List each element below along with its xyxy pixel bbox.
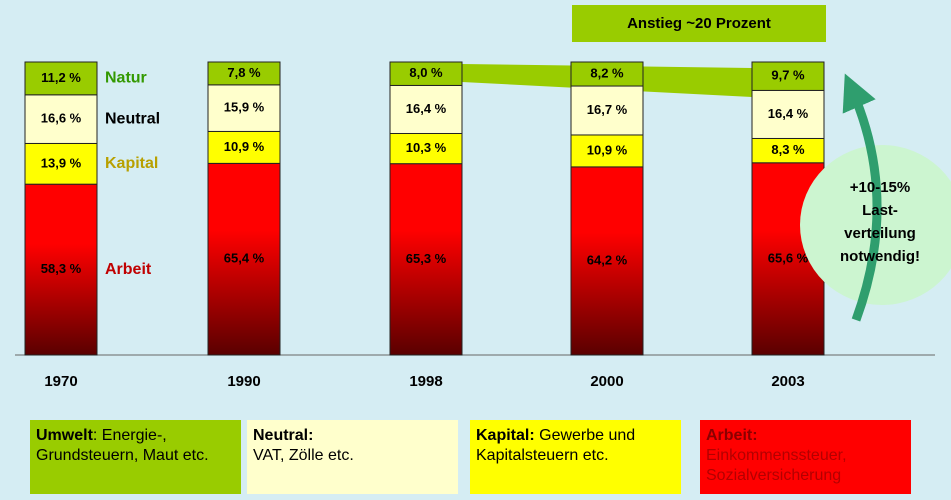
- bar-segment: [751, 61, 825, 91]
- bar-segment: [207, 130, 281, 164]
- bubble-line: Last-: [862, 202, 898, 219]
- bar-segment: [24, 61, 98, 96]
- bubble-line: +10-15%: [850, 179, 910, 196]
- value-label: 13,9 %: [41, 155, 82, 170]
- note-title: Umwelt: [36, 427, 93, 444]
- bar-segment: [751, 137, 825, 164]
- bar-segment: [207, 84, 281, 132]
- series-label: Neutral: [105, 110, 160, 127]
- bar-segment: [389, 132, 463, 165]
- bar-segment: [570, 166, 644, 356]
- value-label: 65,3 %: [406, 251, 447, 266]
- value-label: 16,6 %: [41, 111, 82, 126]
- value-label: 64,2 %: [587, 252, 628, 267]
- x-tick-label: 1970: [44, 373, 77, 390]
- bar-segment: [389, 61, 463, 86]
- x-tick-label: 1998: [409, 373, 442, 390]
- note-title: Neutral:: [253, 427, 314, 444]
- note-title: Kapital:: [476, 427, 535, 444]
- series-label: Arbeit: [105, 261, 152, 278]
- note-text: Einkommenssteuer, Sozialversicherung: [706, 447, 847, 484]
- series-label: Kapital: [105, 155, 158, 172]
- value-label: 10,9 %: [587, 142, 628, 157]
- bar-segment: [570, 134, 644, 168]
- bar-segment: [751, 89, 825, 139]
- value-label: 8,3 %: [771, 142, 805, 157]
- bar-segment: [570, 85, 644, 136]
- x-tick-label: 2000: [590, 373, 623, 390]
- note-text: VAT, Zölle etc.: [253, 447, 354, 464]
- note-title: Arbeit:: [706, 427, 758, 444]
- value-label: 8,0 %: [409, 65, 443, 80]
- note-box: Umwelt: Energie-, Grundsteuern, Maut etc…: [30, 420, 241, 494]
- bubble-line: notwendig!: [840, 248, 920, 265]
- note-text: Gewerbe und Kapitalsteuern etc.: [476, 427, 636, 464]
- value-label: 8,2 %: [590, 65, 624, 80]
- value-label: 10,9 %: [224, 139, 265, 154]
- value-label: 16,7 %: [587, 102, 628, 117]
- bar-segment: [24, 94, 98, 144]
- note-text: : Energie-, Grundsteuern, Maut etc.: [36, 427, 209, 464]
- x-tick-label: 1990: [227, 373, 260, 390]
- bar-segment: [207, 61, 281, 86]
- value-label: 16,4 %: [768, 106, 809, 121]
- value-label: 15,9 %: [224, 100, 265, 115]
- bar-segment: [389, 163, 463, 356]
- arrow: [842, 73, 882, 322]
- value-label: 58,3 %: [41, 261, 82, 276]
- series-label: Natur: [105, 70, 147, 87]
- bar-segment: [389, 84, 463, 134]
- increase-label: Anstieg ~20 Prozent: [627, 15, 771, 32]
- value-label: 65,4 %: [224, 251, 265, 266]
- note-box: Arbeit: Einkommenssteuer, Sozialversicher…: [700, 420, 911, 494]
- value-label: 16,4 %: [406, 101, 447, 116]
- note-box: Kapital: Gewerbe und Kapitalsteuern etc.: [470, 420, 681, 494]
- increase-box: [572, 5, 826, 42]
- bar-segment: [570, 61, 644, 87]
- bubble-line: verteilung: [844, 225, 916, 242]
- value-label: 10,3 %: [406, 140, 447, 155]
- value-label: 7,8 %: [227, 65, 261, 80]
- value-label: 9,7 %: [771, 68, 805, 83]
- value-label: 11,2 %: [41, 70, 81, 85]
- value-label: 65,6 %: [768, 250, 809, 265]
- x-tick-label: 2003: [771, 373, 804, 390]
- note-box: Neutral: VAT, Zölle etc.: [247, 420, 458, 494]
